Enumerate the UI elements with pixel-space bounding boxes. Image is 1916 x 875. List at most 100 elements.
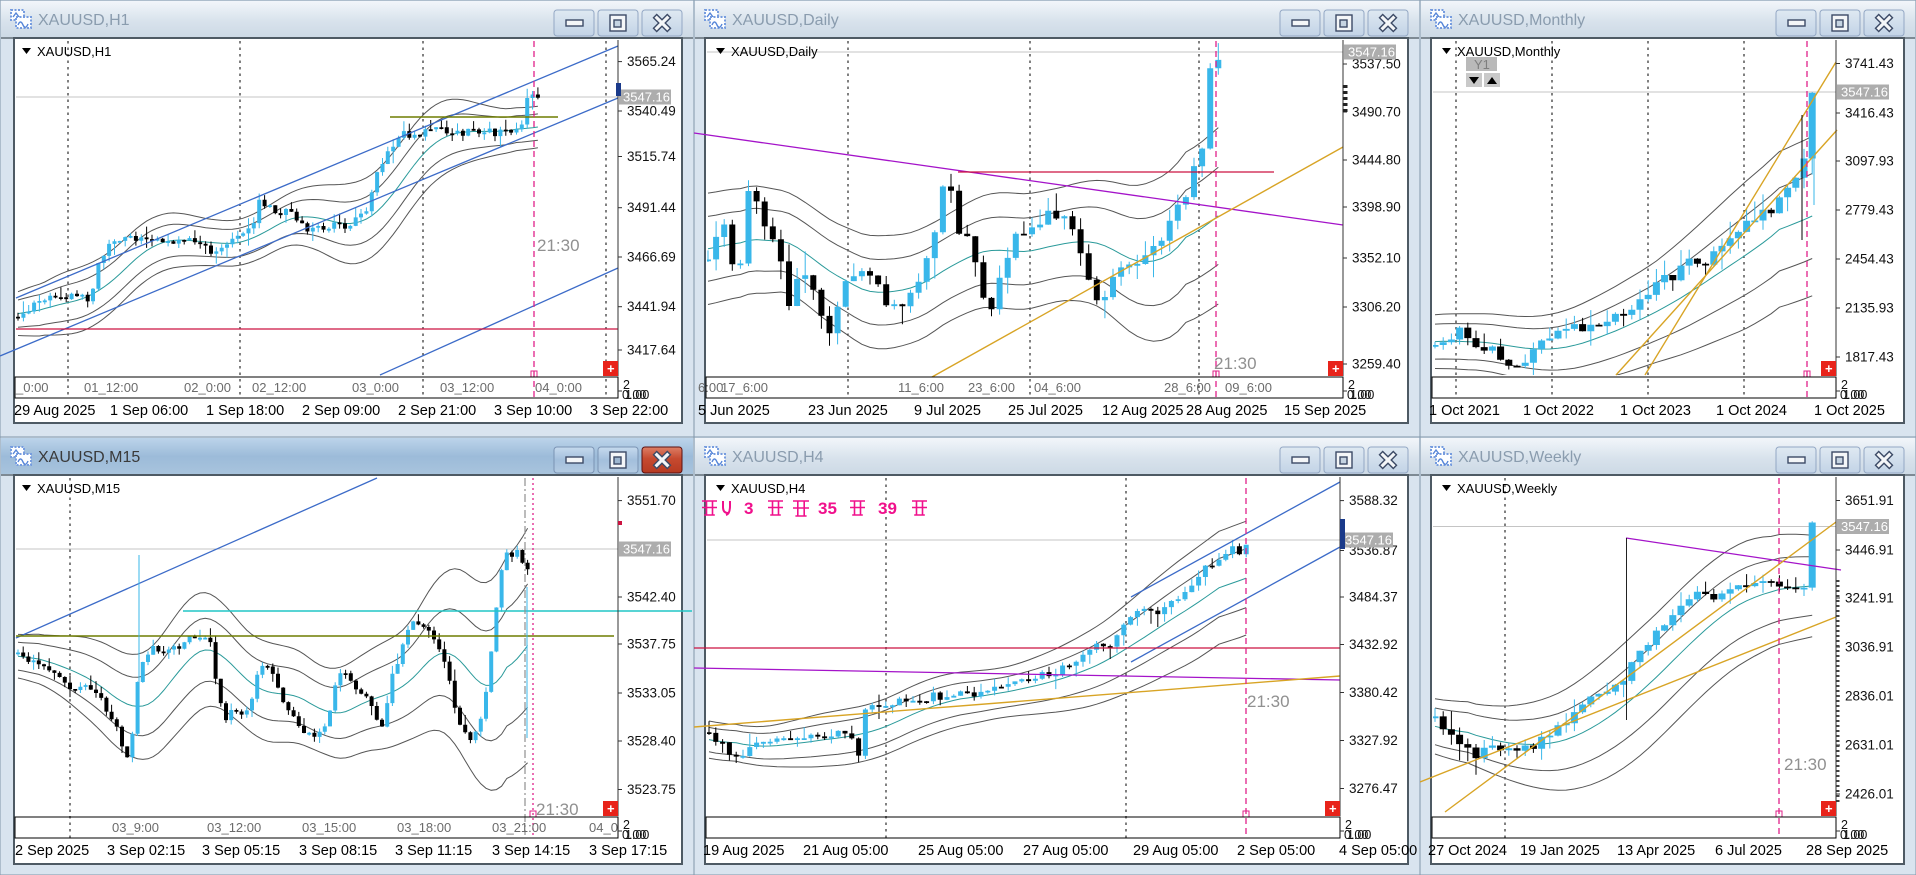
- svg-text:21:30: 21:30: [1247, 692, 1290, 711]
- svg-text:3446.91: 3446.91: [1845, 543, 1894, 558]
- svg-text:3588.32: 3588.32: [1349, 493, 1398, 508]
- svg-text:04_0:00: 04_0:00: [535, 380, 582, 395]
- svg-text:6:00: 6:00: [698, 380, 723, 395]
- svg-text:2 Sep 09:00: 2 Sep 09:00: [302, 403, 380, 419]
- svg-text:21:30: 21:30: [537, 236, 580, 255]
- svg-text:XAUUSD,M15: XAUUSD,M15: [37, 481, 120, 496]
- svg-text:28 Aug 2025: 28 Aug 2025: [1186, 403, 1267, 419]
- svg-text:XAUUSD,H4: XAUUSD,H4: [731, 481, 805, 496]
- svg-text:03_12:00: 03_12:00: [207, 820, 261, 835]
- svg-text:3 Sep 11:15: 3 Sep 11:15: [395, 843, 472, 859]
- svg-text:27 Oct 2024: 27 Oct 2024: [1428, 843, 1507, 859]
- svg-text:39: 39: [878, 499, 897, 518]
- svg-text:3540.49: 3540.49: [627, 104, 676, 119]
- svg-text:29 Aug 2025: 29 Aug 2025: [14, 403, 95, 419]
- svg-text:03_15:00: 03_15:00: [302, 820, 356, 835]
- svg-text:1.00: 1.00: [1843, 828, 1867, 842]
- svg-text:03_18:00: 03_18:00: [397, 820, 451, 835]
- svg-text:2: 2: [623, 378, 630, 392]
- svg-text:3523.75: 3523.75: [627, 782, 676, 797]
- svg-text:3241.91: 3241.91: [1845, 591, 1894, 606]
- svg-text:2426.01: 2426.01: [1845, 787, 1894, 802]
- svg-text:3441.94: 3441.94: [627, 299, 676, 314]
- svg-text:3097.93: 3097.93: [1845, 154, 1894, 169]
- svg-text:2: 2: [1348, 378, 1355, 392]
- svg-text:21:30: 21:30: [1784, 755, 1827, 774]
- svg-text:2454.43: 2454.43: [1845, 252, 1894, 267]
- svg-text:3547.16: 3547.16: [1348, 45, 1395, 60]
- svg-text:1 Sep 18:00: 1 Sep 18:00: [206, 403, 284, 419]
- svg-text:2: 2: [1345, 818, 1352, 832]
- svg-text:3741.43: 3741.43: [1845, 56, 1894, 71]
- svg-text:+: +: [1332, 361, 1340, 376]
- svg-text:1.00: 1.00: [625, 388, 649, 402]
- svg-text:3547.16: 3547.16: [1841, 519, 1888, 534]
- svg-text:6 Jul 2025: 6 Jul 2025: [1715, 843, 1782, 859]
- svg-text:3533.05: 3533.05: [627, 686, 676, 701]
- svg-text:04_6:00: 04_6:00: [1034, 380, 1081, 395]
- svg-text:3: 3: [744, 499, 753, 518]
- svg-text:Y1: Y1: [1474, 57, 1490, 72]
- svg-text:5 Jun 2025: 5 Jun 2025: [698, 403, 770, 419]
- svg-text:04_0: 04_0: [589, 820, 618, 835]
- svg-text:3466.69: 3466.69: [627, 250, 676, 265]
- svg-text:+: +: [1329, 801, 1337, 816]
- svg-text:XAUUSD,Monthly: XAUUSD,Monthly: [1458, 12, 1585, 29]
- svg-text:25 Aug 05:00: 25 Aug 05:00: [918, 843, 1003, 859]
- svg-text:3 Sep 05:15: 3 Sep 05:15: [202, 843, 280, 859]
- svg-text:2631.01: 2631.01: [1845, 738, 1894, 753]
- svg-text:3547.16: 3547.16: [1841, 85, 1888, 100]
- svg-text:2836.01: 2836.01: [1845, 689, 1894, 704]
- svg-text:0.00: 0.00: [1344, 828, 1368, 842]
- svg-text:3537.75: 3537.75: [627, 637, 676, 652]
- svg-text:XAUUSD,Daily: XAUUSD,Daily: [732, 12, 839, 29]
- svg-text:1817.43: 1817.43: [1845, 350, 1894, 365]
- svg-text:03_9:00: 03_9:00: [112, 820, 159, 835]
- svg-text:1 Oct 2025: 1 Oct 2025: [1814, 403, 1885, 419]
- svg-text:3432.92: 3432.92: [1349, 637, 1398, 652]
- svg-text:_0:00: _0:00: [15, 380, 49, 395]
- svg-text:0.00: 0.00: [1840, 388, 1864, 402]
- svg-text:3036.91: 3036.91: [1845, 640, 1894, 655]
- svg-text:3398.90: 3398.90: [1352, 200, 1401, 215]
- svg-text:28 Sep 2025: 28 Sep 2025: [1806, 843, 1888, 859]
- svg-text:3484.37: 3484.37: [1349, 590, 1398, 605]
- svg-text:1.00: 1.00: [1350, 388, 1374, 402]
- svg-text:27 Aug 05:00: 27 Aug 05:00: [1023, 843, 1108, 859]
- svg-text:13 Apr 2025: 13 Apr 2025: [1617, 843, 1695, 859]
- svg-text:3444.80: 3444.80: [1352, 153, 1401, 168]
- svg-text:XAUUSD,Weekly: XAUUSD,Weekly: [1457, 481, 1558, 496]
- svg-text:3327.92: 3327.92: [1349, 733, 1398, 748]
- svg-text:0.00: 0.00: [1840, 828, 1864, 842]
- svg-text:1 Oct 2024: 1 Oct 2024: [1716, 403, 1787, 419]
- svg-text:+: +: [1825, 361, 1833, 376]
- svg-text:1.00: 1.00: [625, 828, 649, 842]
- svg-text:21 Aug 05:00: 21 Aug 05:00: [803, 843, 888, 859]
- svg-text:XAUUSD,Monthly: XAUUSD,Monthly: [1457, 44, 1561, 59]
- svg-text:1 Oct 2022: 1 Oct 2022: [1523, 403, 1594, 419]
- svg-text:XAUUSD,H1: XAUUSD,H1: [37, 44, 111, 59]
- svg-text:3651.91: 3651.91: [1845, 493, 1894, 508]
- svg-text:29 Aug 05:00: 29 Aug 05:00: [1133, 843, 1218, 859]
- svg-text:28_6:00: 28_6:00: [1164, 380, 1211, 395]
- svg-text:3537.50: 3537.50: [1352, 57, 1401, 72]
- svg-text:XAUUSD,Daily: XAUUSD,Daily: [731, 44, 818, 59]
- svg-text:01_12:00: 01_12:00: [84, 380, 138, 395]
- svg-text:09_6:00: 09_6:00: [1225, 380, 1272, 395]
- svg-text:0.00: 0.00: [622, 388, 646, 402]
- svg-text:1 Sep 06:00: 1 Sep 06:00: [110, 403, 188, 419]
- svg-text:3 Sep 14:15: 3 Sep 14:15: [492, 843, 570, 859]
- svg-text:+: +: [607, 801, 615, 816]
- svg-text:03_21:00: 03_21:00: [492, 820, 546, 835]
- svg-text:3 Sep 22:00: 3 Sep 22:00: [590, 403, 668, 419]
- svg-text:2 Sep 21:00: 2 Sep 21:00: [398, 403, 476, 419]
- svg-text:XAUUSD,H4: XAUUSD,H4: [732, 449, 824, 466]
- svg-text:19 Jan 2025: 19 Jan 2025: [1520, 843, 1600, 859]
- svg-text:3417.64: 3417.64: [627, 343, 676, 358]
- svg-text:21:30: 21:30: [1214, 354, 1257, 373]
- svg-text:0.00: 0.00: [1347, 388, 1371, 402]
- svg-text:21:30: 21:30: [536, 800, 579, 819]
- svg-text:3259.40: 3259.40: [1352, 357, 1401, 372]
- svg-text:3528.40: 3528.40: [627, 734, 676, 749]
- svg-text:3547.16: 3547.16: [623, 90, 670, 105]
